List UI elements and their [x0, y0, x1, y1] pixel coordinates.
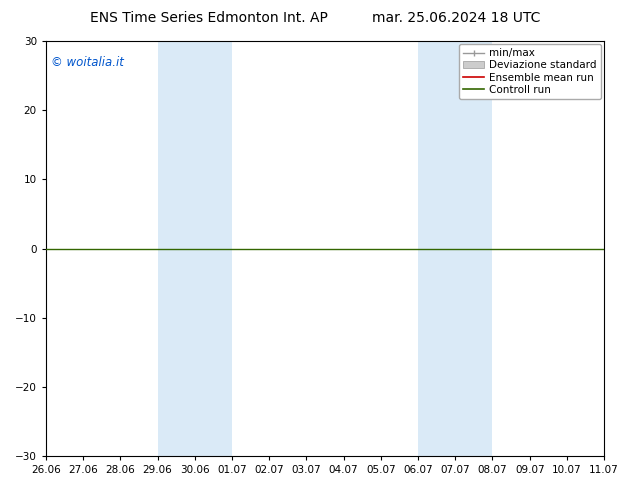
Legend: min/max, Deviazione standard, Ensemble mean run, Controll run: min/max, Deviazione standard, Ensemble m…: [459, 44, 601, 99]
Text: ENS Time Series Edmonton Int. AP: ENS Time Series Edmonton Int. AP: [90, 11, 328, 25]
Bar: [418, 41, 455, 456]
Text: mar. 25.06.2024 18 UTC: mar. 25.06.2024 18 UTC: [372, 11, 541, 25]
Bar: [455, 41, 493, 456]
Bar: [195, 41, 232, 456]
Bar: [157, 41, 195, 456]
Text: © woitalia.it: © woitalia.it: [51, 55, 124, 69]
